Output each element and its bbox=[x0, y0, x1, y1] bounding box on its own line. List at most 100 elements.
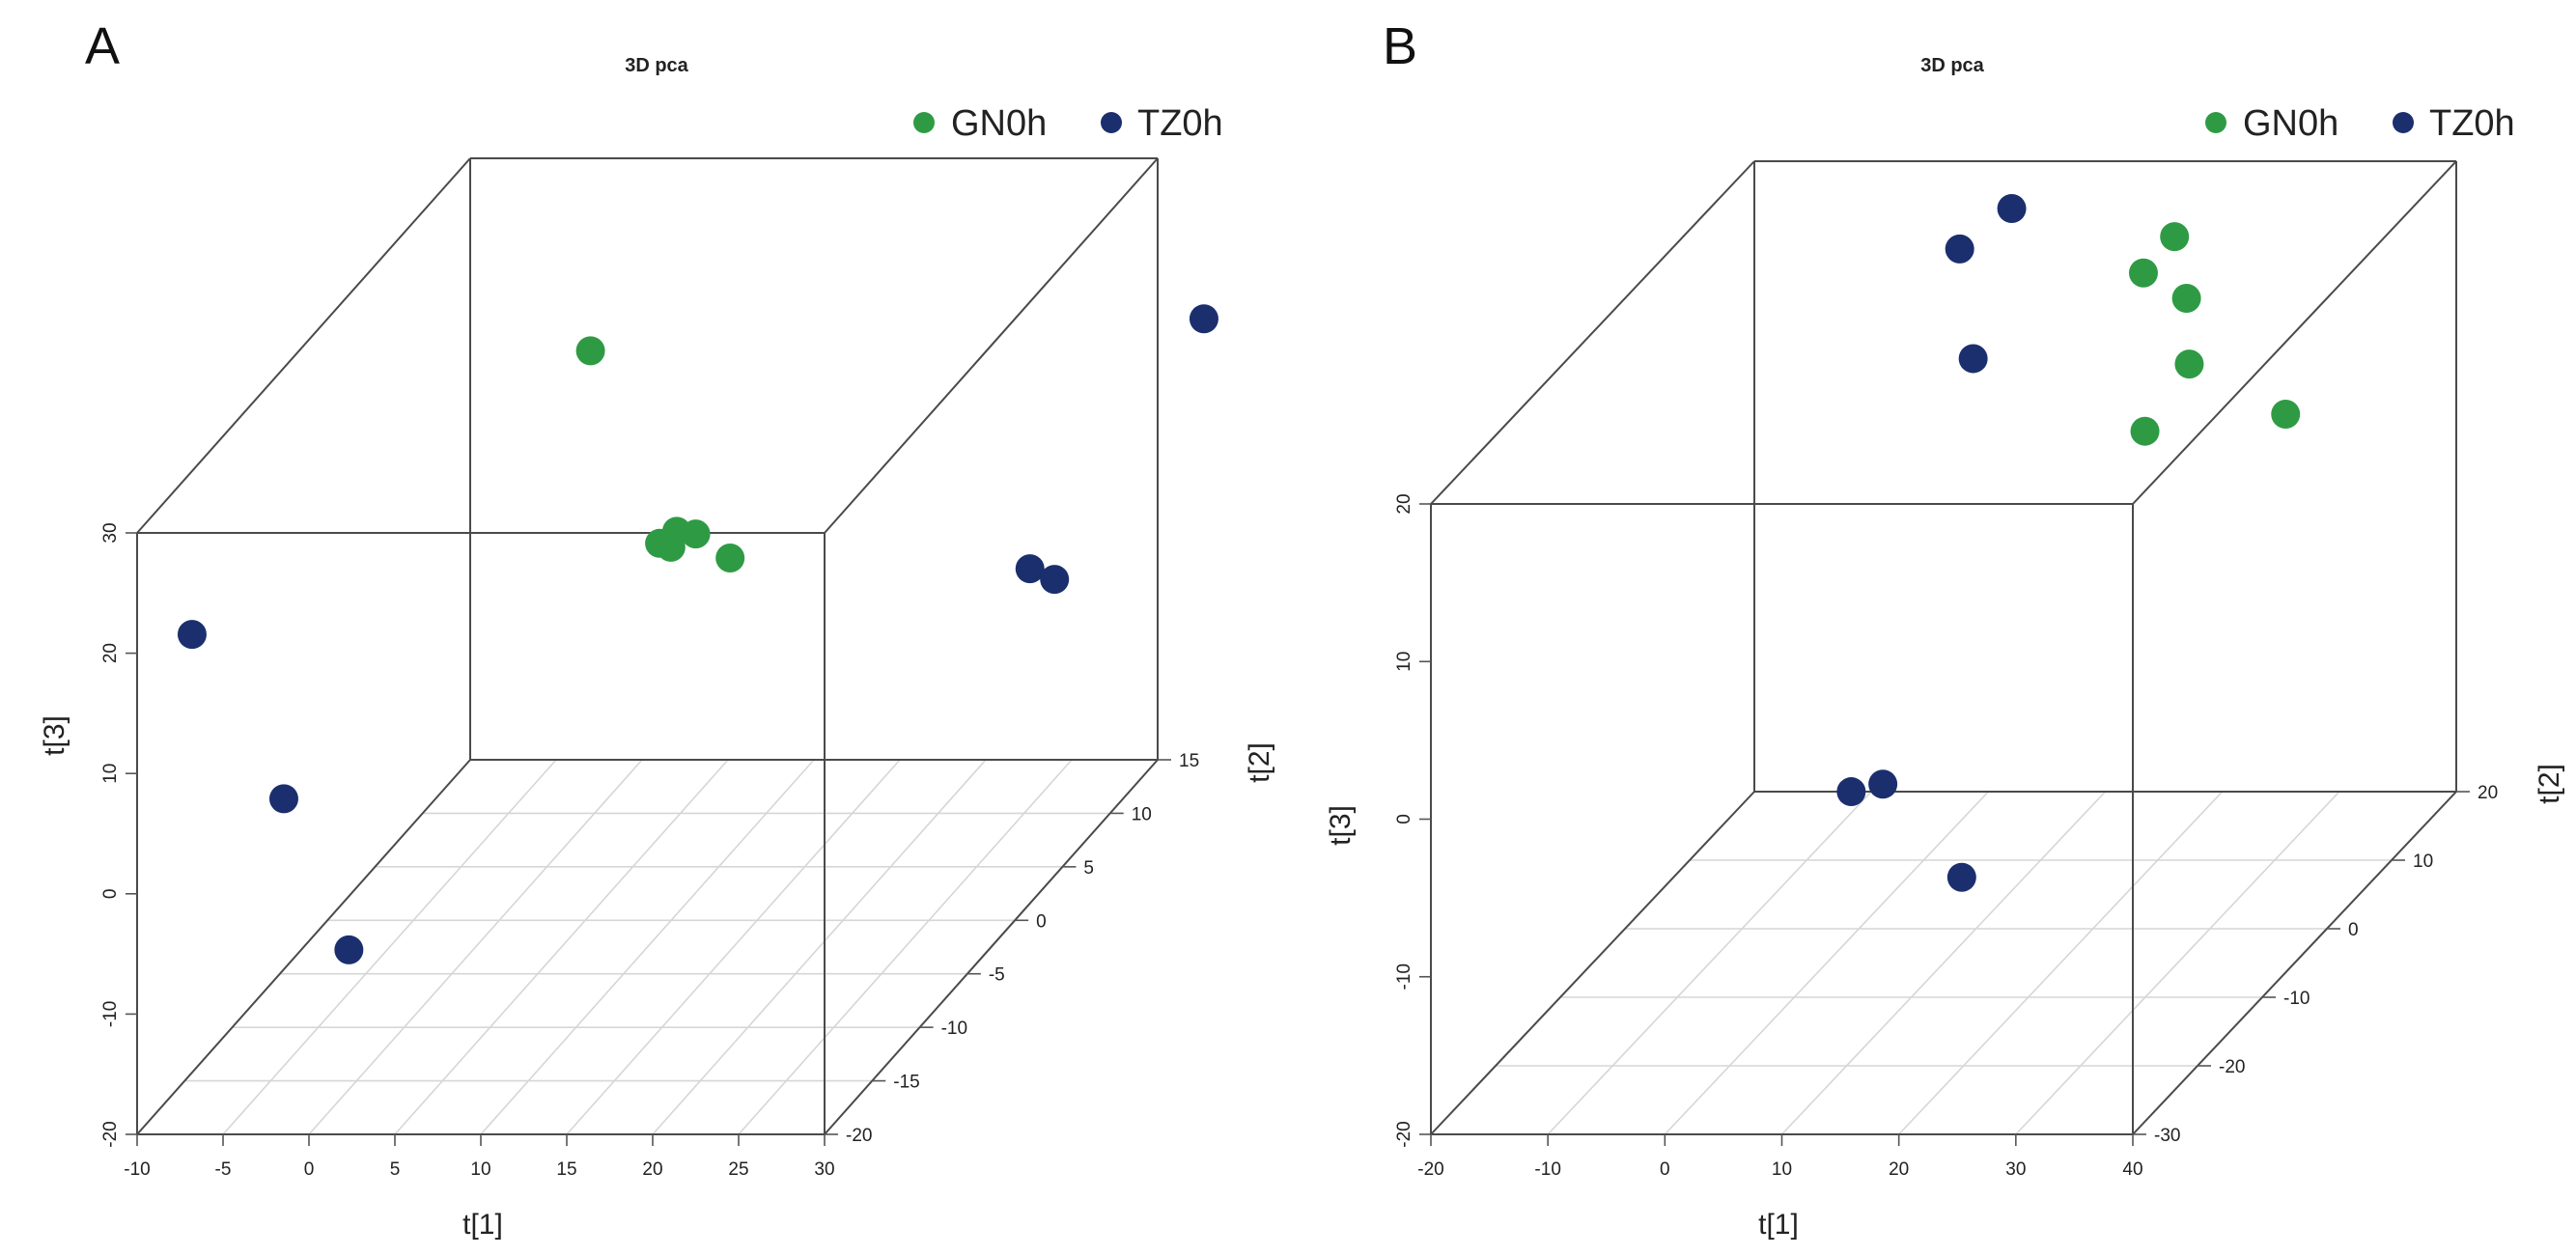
data-point-tz0h bbox=[1958, 344, 1988, 374]
data-point-tz0h bbox=[268, 784, 298, 814]
x-tick-label: 5 bbox=[390, 1159, 401, 1180]
box-edge bbox=[1430, 160, 1755, 505]
data-point-tz0h bbox=[1946, 862, 1976, 892]
grid-line-x bbox=[2015, 791, 2340, 1135]
legend: GN0h TZ0h bbox=[913, 103, 1223, 144]
grid-line-x bbox=[1898, 791, 2224, 1135]
box-edge bbox=[824, 157, 1159, 534]
z-tick-label: 30 bbox=[100, 522, 121, 543]
x-tick-label: 20 bbox=[642, 1159, 662, 1180]
grid-line-x bbox=[1780, 791, 2107, 1135]
data-point-tz0h bbox=[1997, 193, 2027, 223]
z-tick-label: -20 bbox=[1394, 1121, 1414, 1147]
grid-line-x bbox=[308, 759, 643, 1135]
data-point-gn0h bbox=[2160, 222, 2190, 252]
z-tick-label: -10 bbox=[1394, 963, 1414, 990]
z-tick-label: -10 bbox=[100, 1001, 121, 1027]
box-edge bbox=[1430, 791, 1755, 1135]
y-tick-label: -10 bbox=[2283, 989, 2310, 1009]
z-tick-label: 10 bbox=[1394, 652, 1414, 672]
data-points bbox=[1836, 193, 2301, 892]
data-point-tz0h bbox=[1040, 565, 1070, 595]
x-tick-label: 30 bbox=[814, 1159, 834, 1180]
grid-line-x bbox=[1547, 791, 1872, 1135]
panel-b: B 3D pca GN0h TZ0h -20 -10 0 10 20 30 40 -20 -10… bbox=[1325, 17, 2565, 1241]
box-edge bbox=[2132, 791, 2457, 1135]
x-tick-label: 20 bbox=[1889, 1159, 1909, 1180]
y-tick-label: -15 bbox=[893, 1073, 919, 1093]
data-point-gn0h bbox=[2271, 399, 2301, 429]
legend-label-gn0h: GN0h bbox=[951, 103, 1047, 144]
data-point-tz0h bbox=[334, 935, 364, 964]
x-tick-label: 0 bbox=[1660, 1159, 1670, 1180]
axis-box bbox=[136, 157, 1159, 1135]
y-tick-label: 5 bbox=[1083, 858, 1094, 879]
legend-marker-tz0h bbox=[2393, 112, 2414, 133]
panel-label: A bbox=[85, 17, 120, 75]
data-point-gn0h bbox=[575, 336, 605, 366]
data-point-tz0h bbox=[1945, 234, 1974, 264]
legend-marker-gn0h bbox=[2205, 112, 2226, 133]
z-axis-label: t[3] bbox=[39, 715, 70, 756]
grid-line-x bbox=[738, 759, 1073, 1135]
data-point-gn0h bbox=[2171, 284, 2201, 313]
x-axis-label: t[1] bbox=[1758, 1209, 1799, 1241]
y-tick-label: 20 bbox=[2478, 783, 2498, 803]
x-axis-label: t[1] bbox=[462, 1209, 503, 1241]
x-tick-label: 15 bbox=[556, 1159, 576, 1180]
x-tick-label: 0 bbox=[304, 1159, 315, 1180]
y-tick-label: 0 bbox=[2348, 920, 2359, 940]
data-point-gn0h bbox=[2130, 416, 2160, 446]
data-point-gn0h bbox=[2174, 349, 2204, 379]
y-tick-label: 10 bbox=[2413, 851, 2433, 872]
x-tick-label: 30 bbox=[2005, 1159, 2026, 1180]
z-tick-label: 20 bbox=[1394, 493, 1414, 514]
x-tick-label: 25 bbox=[728, 1159, 748, 1180]
data-point-tz0h bbox=[1868, 769, 1898, 799]
x-tick-label: 10 bbox=[470, 1159, 490, 1180]
y-tick-label: 10 bbox=[1132, 804, 1152, 824]
y-axis-label: t[2] bbox=[2534, 764, 2565, 804]
z-tick-label: 20 bbox=[100, 643, 121, 663]
legend-label-tz0h: TZ0h bbox=[2429, 103, 2515, 144]
legend-label-tz0h: TZ0h bbox=[1137, 103, 1223, 144]
data-point-gn0h bbox=[715, 544, 745, 573]
y-tick-label: 0 bbox=[1036, 911, 1047, 932]
data-point-tz0h bbox=[1189, 304, 1218, 334]
axis-box bbox=[1430, 160, 2457, 1135]
data-point-gn0h bbox=[661, 516, 691, 546]
y-tick-label: -30 bbox=[2154, 1126, 2180, 1146]
floor-grid bbox=[136, 759, 1159, 1135]
z-tick-label: 10 bbox=[100, 764, 121, 784]
grid-line-x bbox=[222, 759, 557, 1135]
data-point-tz0h bbox=[1836, 777, 1866, 807]
z-axis-label: t[3] bbox=[1325, 805, 1357, 846]
y-tick-label: -20 bbox=[846, 1126, 872, 1146]
grid-line-x bbox=[652, 759, 987, 1135]
data-point-tz0h bbox=[1015, 554, 1045, 584]
chart-title: 3D pca bbox=[625, 55, 688, 76]
data-point-tz0h bbox=[177, 620, 207, 650]
z-tick-label: 0 bbox=[1394, 814, 1414, 824]
x-tick-label: -20 bbox=[1417, 1159, 1443, 1180]
box-edge bbox=[824, 759, 1159, 1135]
legend-marker-tz0h bbox=[1101, 112, 1122, 133]
y-tick-label: -20 bbox=[2219, 1057, 2245, 1077]
y-tick-label: -10 bbox=[941, 1019, 967, 1039]
legend-marker-gn0h bbox=[913, 112, 935, 133]
legend: GN0h TZ0h bbox=[2205, 103, 2515, 144]
x-tick-label: -10 bbox=[124, 1159, 150, 1180]
chart-title: 3D pca bbox=[1920, 55, 1984, 76]
y-tick-label: -5 bbox=[989, 965, 1005, 986]
legend-label-gn0h: GN0h bbox=[2243, 103, 2338, 144]
x-tick-label: 40 bbox=[2122, 1159, 2142, 1180]
axis-ticks: -10 -5 0 5 10 15 20 25 30-20-100102030-20-15-10-… bbox=[100, 522, 1199, 1180]
data-points bbox=[177, 304, 1218, 964]
x-tick-label: -10 bbox=[1534, 1159, 1560, 1180]
grid-line-x bbox=[566, 759, 901, 1135]
grid-line-x bbox=[480, 759, 815, 1135]
data-point-gn0h bbox=[2128, 258, 2158, 288]
z-tick-label: -20 bbox=[100, 1121, 121, 1147]
y-tick-label: 15 bbox=[1179, 751, 1199, 771]
